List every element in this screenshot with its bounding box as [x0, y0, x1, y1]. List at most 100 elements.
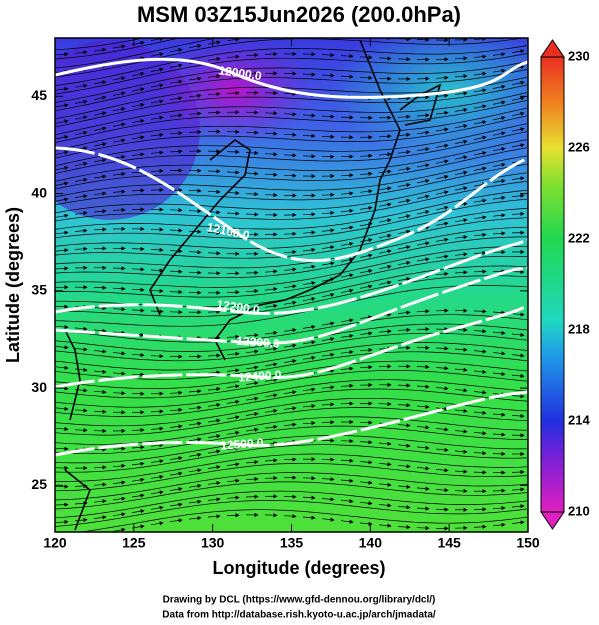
flow-arrow: [93, 191, 107, 196]
flow-arrow: [435, 205, 449, 211]
flow-arrow: [416, 241, 430, 246]
flow-arrow: [511, 193, 525, 198]
streamline: [55, 342, 528, 371]
flow-arrow: [511, 394, 525, 399]
flow-arrow: [473, 120, 487, 125]
flow-arrow: [188, 229, 202, 234]
flow-arrow: [245, 130, 259, 135]
flow-arrow: [340, 53, 354, 59]
flow-arrow: [435, 366, 449, 371]
streamline: [55, 107, 528, 151]
flow-arrow: [435, 346, 449, 351]
streamline: [55, 360, 528, 389]
flow-arrow: [454, 155, 468, 160]
flow-arrow: [207, 74, 221, 79]
flow-arrow: [264, 458, 278, 463]
flow-arrow: [397, 310, 411, 315]
flow-arrow: [435, 468, 449, 473]
flow-arrow: [112, 286, 126, 291]
flow-arrow: [188, 389, 202, 394]
flow-arrow: [131, 308, 145, 313]
flow-arrow: [245, 494, 259, 499]
flow-arrow: [416, 404, 430, 409]
flow-arrow: [378, 264, 392, 270]
flow-arrow: [169, 487, 183, 492]
flow-arrow: [511, 127, 525, 132]
flow-arrow: [283, 249, 297, 255]
flow-arrow: [359, 253, 373, 258]
flow-arrow: [112, 371, 126, 376]
flow-arrow: [169, 471, 183, 476]
flow-arrow: [340, 173, 354, 178]
flow-arrow: [454, 367, 468, 372]
flow-arrow: [283, 422, 297, 427]
flow-arrow: [435, 110, 449, 116]
flow-arrow: [340, 438, 354, 444]
flow-arrow: [93, 126, 107, 131]
flow-arrow: [55, 365, 69, 370]
contour-label: 12000.0: [218, 63, 263, 83]
flow-arrow: [93, 369, 107, 374]
flow-arrow: [397, 484, 411, 489]
flow-arrow: [207, 230, 221, 235]
flow-arrow: [131, 152, 145, 157]
flow-arrow: [302, 230, 316, 235]
flow-arrow: [169, 289, 183, 295]
flow-arrow: [264, 192, 278, 198]
flow-arrow: [416, 163, 430, 168]
contour-label: 12200.0: [216, 297, 261, 317]
flow-arrow: [112, 480, 126, 485]
flow-arrow: [283, 112, 297, 117]
x-tick-label: 125: [122, 535, 146, 551]
flow-arrow: [283, 284, 297, 289]
flow-arrow: [435, 75, 449, 80]
flow-arrow: [302, 72, 316, 77]
x-tick-label: 130: [201, 535, 225, 551]
flow-arrow: [397, 525, 411, 530]
flow-arrow: [112, 122, 126, 127]
flow-arrow: [416, 445, 430, 450]
flow-arrow: [435, 254, 449, 259]
streamline: [55, 131, 528, 174]
flow-arrow: [397, 150, 411, 155]
streamline: [55, 226, 528, 269]
flow-arrow: [454, 74, 468, 79]
streamline: [78, 509, 528, 532]
flow-arrow: [226, 513, 240, 518]
flow-arrow: [188, 93, 202, 98]
y-axis-label: Latitude (degrees): [3, 207, 23, 363]
flow-arrow: [150, 132, 164, 138]
flow-arrow: [321, 352, 335, 357]
flow-arrow: [416, 257, 430, 262]
flow-arrow: [112, 307, 126, 312]
colorbar-tick-label: 222: [568, 230, 590, 245]
flow-arrow: [188, 483, 202, 489]
streamline: [55, 481, 528, 510]
flow-arrow: [169, 269, 183, 274]
flow-arrow: [473, 431, 487, 436]
flow-arrow: [397, 327, 411, 333]
flow-arrow: [397, 403, 411, 408]
flow-arrow: [416, 194, 430, 199]
flow-arrow: [93, 80, 107, 85]
flow-arrow: [359, 365, 373, 370]
flow-arrow: [150, 99, 164, 104]
flow-arrow: [454, 91, 468, 96]
streamline: [55, 92, 528, 136]
contour-line: [55, 57, 528, 99]
flow-arrow: [207, 110, 221, 115]
flow-arrow: [264, 172, 278, 177]
flow-arrow: [207, 370, 221, 375]
flow-arrow: [473, 309, 487, 314]
y-tick-label: 30: [31, 379, 47, 395]
flow-arrow: [473, 71, 487, 76]
flow-arrow: [511, 520, 525, 525]
flow-arrow: [378, 329, 392, 334]
flow-arrow: [397, 132, 411, 137]
x-tick-label: 120: [43, 535, 67, 551]
flow-arrow: [302, 247, 316, 253]
flow-arrow: [416, 113, 430, 118]
streamline: [55, 332, 528, 362]
flow-arrow: [169, 424, 183, 429]
flow-arrow: [302, 113, 316, 118]
